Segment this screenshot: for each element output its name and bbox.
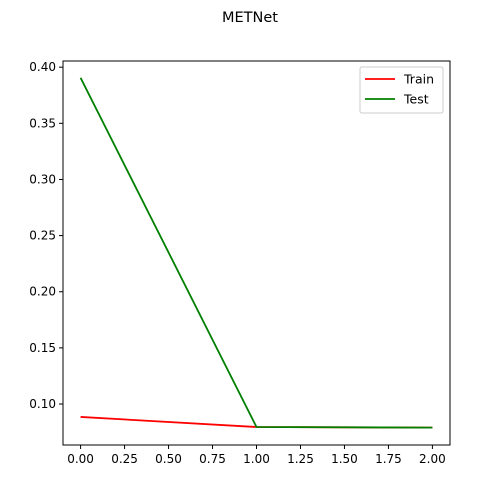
x-axis: 0.00 0.25 0.50 0.75 1.00 1.25 1.50 1.75 2.00 — [67, 445, 446, 466]
x-tick-label: 1.25 — [287, 452, 314, 466]
y-tick-label: 0.35 — [29, 116, 56, 130]
series-line-test — [81, 78, 433, 428]
y-tick-label: 0.40 — [29, 60, 56, 74]
y-tick-label: 0.15 — [29, 341, 56, 355]
chart-title: METNet — [222, 10, 278, 26]
legend-label-test: Test — [403, 92, 429, 107]
x-tick-label: 1.00 — [243, 452, 270, 466]
x-tick-label: 1.75 — [375, 452, 402, 466]
plot-frame — [63, 61, 450, 445]
series-lines — [81, 78, 433, 428]
x-tick-label: 0.25 — [111, 452, 138, 466]
x-tick-label: 0.75 — [199, 452, 226, 466]
x-tick-label: 2.00 — [419, 452, 446, 466]
y-tick-label: 0.20 — [29, 285, 56, 299]
y-tick-label: 0.30 — [29, 172, 56, 186]
x-tick-label: 0.00 — [67, 452, 94, 466]
y-tick-label: 0.10 — [29, 397, 56, 411]
y-tick-label: 0.25 — [29, 229, 56, 243]
legend-label-train: Train — [403, 72, 434, 87]
legend: Train Test — [360, 67, 443, 113]
x-tick-label: 0.50 — [155, 452, 182, 466]
x-tick-label: 1.50 — [331, 452, 358, 466]
y-axis: 0.10 0.15 0.20 0.25 0.30 0.35 0.40 — [29, 60, 63, 411]
